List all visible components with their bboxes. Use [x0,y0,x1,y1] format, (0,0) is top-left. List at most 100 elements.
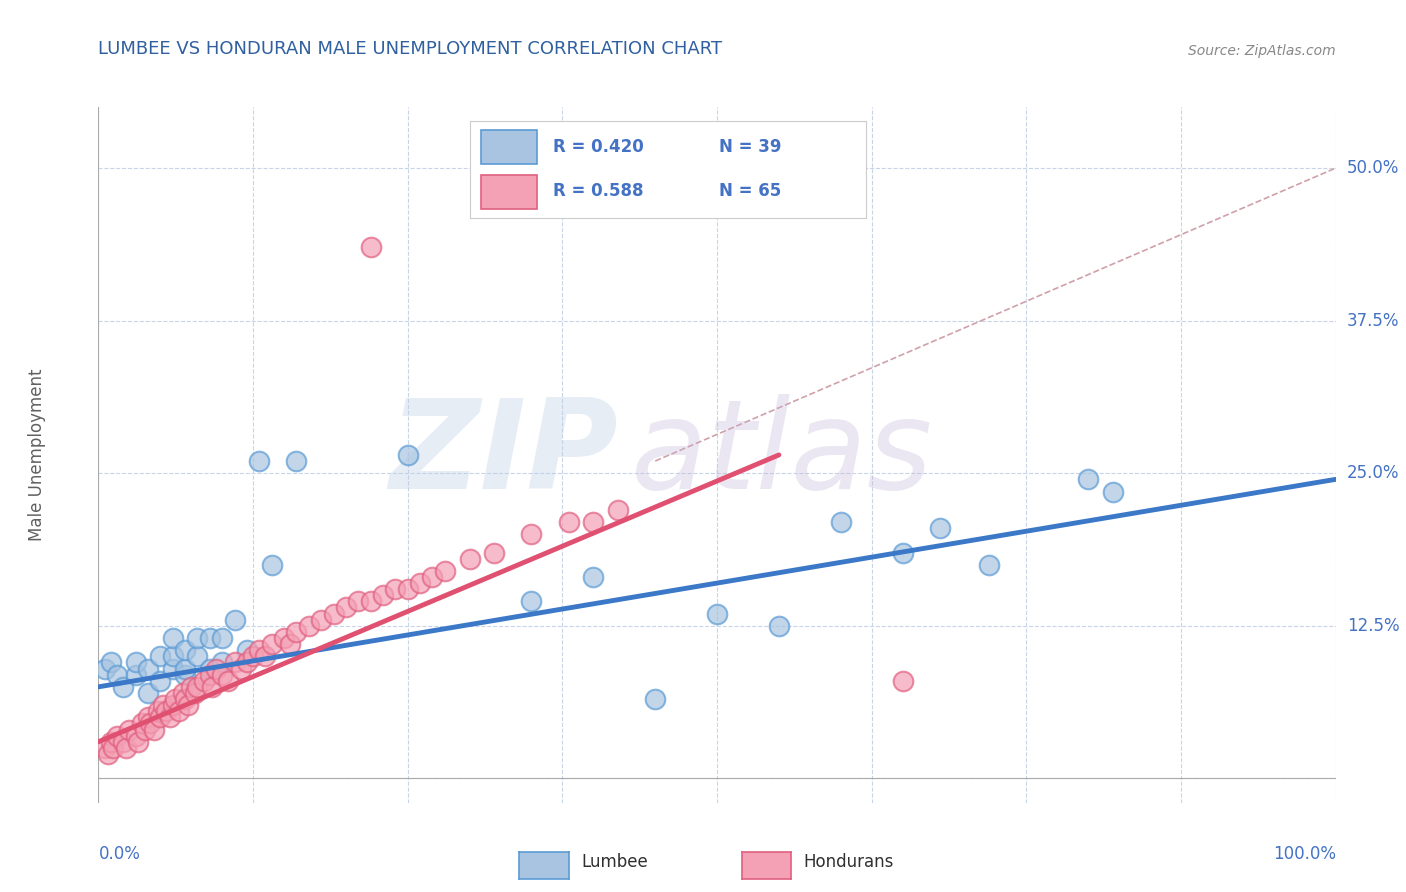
Text: 25.0%: 25.0% [1347,464,1399,483]
Point [162,698,184,713]
Point [322,607,344,621]
Point [149,649,172,664]
Point [236,656,259,670]
Point [520,527,543,541]
Point [186,649,208,664]
Text: 0.0%: 0.0% [98,845,141,863]
Point [165,692,187,706]
Point [371,588,394,602]
Point [174,692,197,706]
Point [136,710,159,724]
Point [242,649,264,664]
Point [211,667,233,681]
Text: Hondurans: Hondurans [804,853,894,871]
Point [124,729,146,743]
Point [260,637,283,651]
Point [112,735,135,749]
Point [152,698,174,713]
Point [180,680,202,694]
Text: 12.5%: 12.5% [1347,616,1399,635]
Point [184,686,207,700]
Point [520,594,543,608]
Point [211,631,233,645]
Point [146,704,169,718]
Point [162,649,184,664]
Point [176,698,198,713]
Point [139,716,162,731]
Point [644,692,666,706]
Point [93,661,115,675]
Point [131,716,153,731]
Point [273,631,295,645]
Point [193,673,215,688]
Text: Lumbee: Lumbee [581,853,648,871]
Point [149,710,172,724]
Point [105,667,128,681]
Point [830,515,852,529]
Point [247,454,270,468]
Point [124,656,146,670]
Point [422,570,444,584]
Point [484,545,506,559]
Point [891,545,914,559]
Point [409,576,432,591]
Point [127,735,149,749]
Point [1102,484,1125,499]
Point [768,619,790,633]
Point [236,643,259,657]
Point [335,600,357,615]
Point [143,723,166,737]
Point [557,515,579,529]
Point [582,515,605,529]
Point [360,594,382,608]
Point [136,686,159,700]
Point [162,631,184,645]
Point [607,503,630,517]
Point [198,631,221,645]
Point [174,667,197,681]
Point [103,740,125,755]
Point [100,656,122,670]
Point [285,454,308,468]
Point [198,661,221,675]
Point [347,594,370,608]
Point [155,704,177,718]
Point [396,582,419,597]
Point [114,740,136,755]
Point [384,582,406,597]
Text: 50.0%: 50.0% [1347,159,1399,178]
Point [979,558,1001,572]
Point [124,667,146,681]
Text: 100.0%: 100.0% [1272,845,1336,863]
Point [224,613,246,627]
Point [186,631,208,645]
Text: atlas: atlas [630,394,932,516]
Point [93,740,115,755]
Point [309,613,332,627]
Point [162,661,184,675]
Point [396,448,419,462]
Point [186,680,208,694]
Point [217,673,239,688]
Point [174,661,197,675]
Point [105,729,128,743]
Text: LUMBEE VS HONDURAN MALE UNEMPLOYMENT CORRELATION CHART: LUMBEE VS HONDURAN MALE UNEMPLOYMENT COR… [98,40,723,58]
Point [278,637,301,651]
Point [224,656,246,670]
Point [582,570,605,584]
Point [298,619,321,633]
Text: 37.5%: 37.5% [1347,311,1399,330]
Point [100,735,122,749]
Point [360,240,382,254]
Point [159,710,181,724]
Text: ZIP: ZIP [389,394,619,516]
Point [198,667,221,681]
Point [118,723,141,737]
Point [174,643,197,657]
Point [149,673,172,688]
Point [247,643,270,657]
Point [136,661,159,675]
Point [167,704,190,718]
Point [112,680,135,694]
Point [285,624,308,639]
